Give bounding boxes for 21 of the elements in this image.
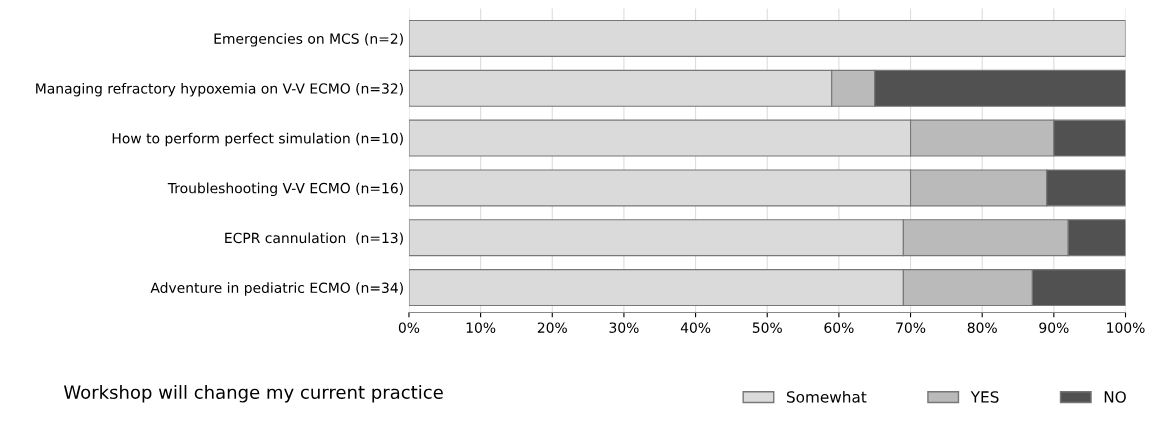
x-tick-label: 50% xyxy=(752,322,782,333)
legend-label: Somewhat xyxy=(786,390,867,403)
x-tick-label: 40% xyxy=(680,322,711,333)
y-tick-label: How to perform perfect simulation (n=10) xyxy=(112,132,403,147)
legend-label: YES xyxy=(970,391,999,403)
y-tick-label: Emergencies on MCS (n=2) xyxy=(214,33,403,47)
text: Workshop will change my current practice xyxy=(63,385,443,403)
x-tick-label: 70% xyxy=(896,322,926,333)
x-tick-label: 10% xyxy=(466,322,496,333)
y-tick-label: Adventure in pediatric ECMO (n=34) xyxy=(150,282,403,296)
y-tick-label: Troubleshooting V-V ECMO (n=16) xyxy=(167,182,403,197)
x-tick-label: 20% xyxy=(537,322,567,333)
x-tick-label: 0% xyxy=(398,322,420,333)
x-tick-label: 30% xyxy=(609,322,639,333)
legend-label: NO xyxy=(1104,391,1126,403)
x-tick-label: 90% xyxy=(1039,322,1069,333)
x-tick-label: 60% xyxy=(824,322,854,333)
y-tick-label: Managing refractory hypoxemia on V-V ECMO (n=32) xyxy=(36,82,403,97)
x-tick-label: 100% xyxy=(1107,322,1145,333)
y-tick-label: ECPR cannulation (n=13) xyxy=(225,232,403,245)
x-tick-label: 80% xyxy=(967,322,997,333)
